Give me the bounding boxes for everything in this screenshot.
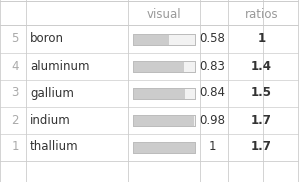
Text: gallium: gallium: [30, 86, 74, 100]
Text: visual: visual: [147, 9, 181, 21]
Text: 2: 2: [11, 114, 19, 126]
Text: 1.7: 1.7: [251, 141, 272, 153]
Text: 4: 4: [11, 60, 19, 72]
Text: ratios: ratios: [245, 9, 278, 21]
Bar: [133, 60, 195, 72]
Text: thallium: thallium: [30, 141, 79, 153]
Text: 1.4: 1.4: [251, 60, 272, 72]
Text: 1: 1: [208, 141, 216, 153]
Text: aluminum: aluminum: [30, 60, 89, 72]
Bar: [133, 141, 195, 153]
Bar: [133, 141, 195, 153]
Text: 1: 1: [257, 33, 266, 46]
Bar: [133, 88, 185, 98]
Text: 1.7: 1.7: [251, 114, 272, 126]
Bar: [133, 33, 195, 45]
Bar: [133, 60, 184, 72]
Bar: [133, 141, 195, 153]
Text: boron: boron: [30, 33, 64, 46]
Text: 0.83: 0.83: [199, 60, 225, 72]
Text: 0.84: 0.84: [199, 86, 225, 100]
Text: 5: 5: [11, 33, 19, 46]
Bar: [133, 114, 195, 126]
Bar: [133, 88, 195, 98]
Bar: [133, 60, 195, 72]
Bar: [133, 33, 169, 45]
Bar: [133, 114, 195, 126]
Text: 3: 3: [11, 86, 19, 100]
Bar: [133, 114, 194, 126]
Bar: [133, 33, 195, 45]
Text: 1.5: 1.5: [251, 86, 272, 100]
Text: 0.98: 0.98: [199, 114, 225, 126]
Text: indium: indium: [30, 114, 71, 126]
Text: 1: 1: [11, 141, 19, 153]
Text: 0.58: 0.58: [199, 33, 225, 46]
Bar: [133, 88, 195, 98]
